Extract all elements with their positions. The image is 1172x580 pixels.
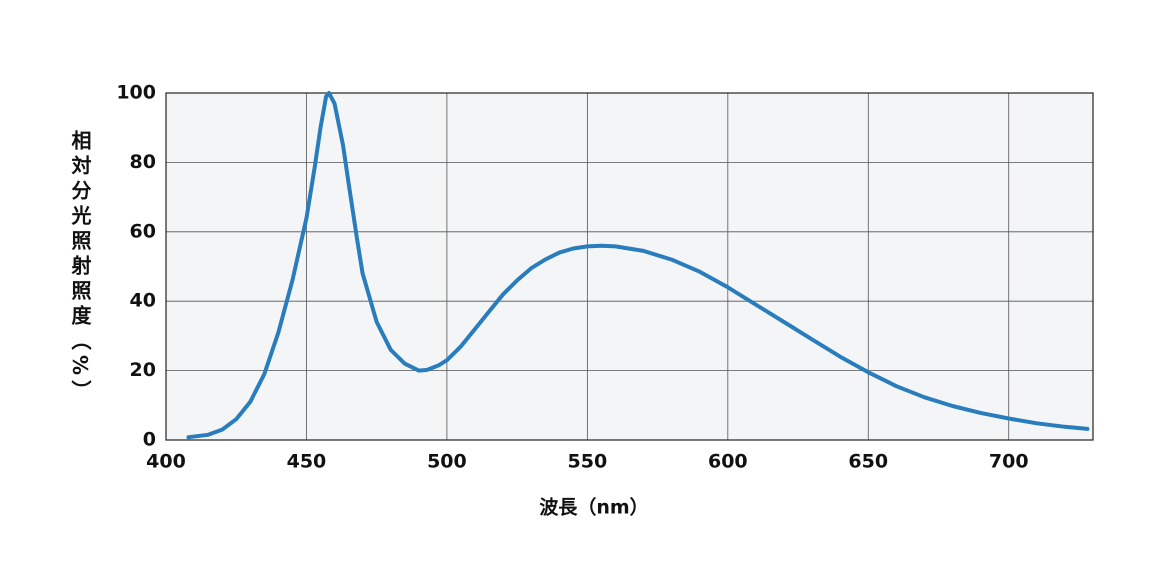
x-tick-label: 450 xyxy=(287,451,327,473)
x-tick-label: 400 xyxy=(146,451,186,473)
plot-border xyxy=(165,92,1094,441)
spectrum-line xyxy=(186,91,1090,440)
x-tick-label: 600 xyxy=(708,451,748,473)
y-axis-label: 相対分光照射照度（%） xyxy=(68,129,92,405)
y-tick-label: 60 xyxy=(130,220,156,242)
y-tick-label: 20 xyxy=(130,359,156,381)
y-tick-label: 0 xyxy=(143,429,156,451)
x-tick-label: 550 xyxy=(568,451,608,473)
y-tick-label: 100 xyxy=(116,82,156,104)
x-tick-label: 700 xyxy=(989,451,1029,473)
x-axis-label: 波長（nm） xyxy=(539,496,648,519)
plot-area xyxy=(166,93,1093,440)
y-tick-label: 40 xyxy=(130,290,156,312)
x-tick-label: 500 xyxy=(427,451,467,473)
y-tick-label: 80 xyxy=(130,151,156,173)
x-tick-label: 650 xyxy=(848,451,888,473)
